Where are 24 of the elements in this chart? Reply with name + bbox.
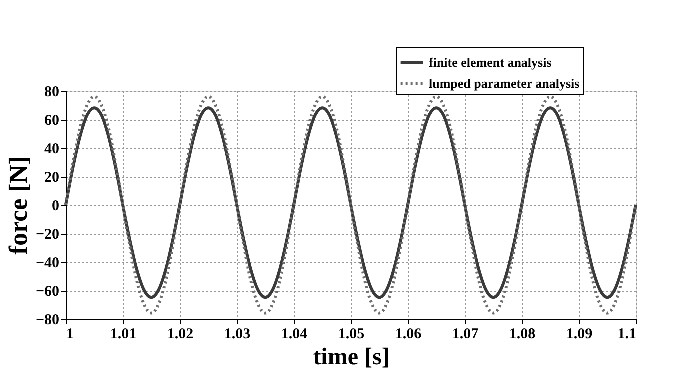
x-tick-label: 1.09 [566, 326, 593, 342]
y-tick-label: 60 [44, 113, 60, 129]
x-tick-label: 1.05 [338, 326, 365, 342]
y-tick-label: 40 [44, 142, 60, 158]
x-tick-label: 1.01 [110, 326, 137, 342]
x-tick-label: 1.02 [167, 326, 194, 342]
x-tick-label: 1.04 [281, 326, 308, 342]
y-tick-label: 0 [52, 198, 60, 214]
x-tick-label: 1.08 [509, 326, 536, 342]
x-tick-label: 1.03 [224, 326, 251, 342]
x-tick-label: 1.07 [452, 326, 480, 342]
x-tick-label: 1.1 [618, 326, 636, 342]
x-axis-title: time [s] [313, 344, 390, 370]
y-tick-label: −20 [36, 227, 60, 243]
legend-label: finite element analysis [429, 55, 552, 70]
y-tick-label: −60 [36, 284, 60, 300]
legend-label: lumped parameter analysis [429, 76, 580, 91]
x-tick-label: 1 [66, 326, 74, 342]
y-tick-label: 20 [44, 170, 60, 186]
y-axis-title: force [N] [4, 156, 33, 255]
x-tick-label: 1.06 [395, 326, 422, 342]
y-tick-label: −40 [36, 256, 60, 272]
y-tick-label: 80 [44, 84, 60, 100]
y-tick-label: −80 [36, 312, 60, 328]
